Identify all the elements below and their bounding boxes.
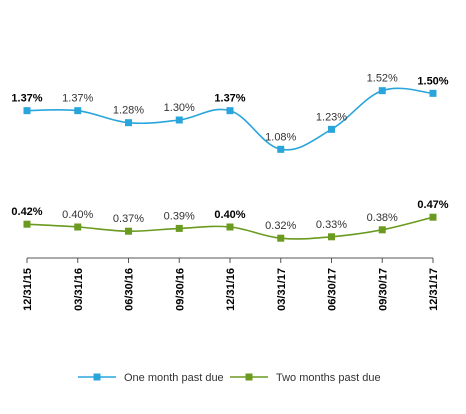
x-tick-label: 09/30/16 [174, 268, 186, 311]
legend-marker [245, 373, 253, 381]
data-point [74, 223, 82, 231]
data-label: 0.47% [417, 199, 448, 211]
data-label: 0.38% [367, 212, 398, 224]
legend: One month past due Two months past due [78, 372, 381, 384]
x-tick-label: 09/30/17 [377, 268, 389, 311]
data-label: 1.37% [214, 93, 245, 105]
x-tick-label: 06/30/16 [124, 268, 136, 311]
x-tick-label: 03/31/17 [276, 268, 288, 311]
series-two-months-past-due: 0.42% 0.40% 0.37% 0.39% 0.40% 0.32% 0.33% 0.38%… [11, 199, 449, 242]
data-point [277, 234, 285, 242]
data-label: 0.33% [316, 219, 347, 231]
data-point [125, 227, 132, 235]
data-label: 0.37% [113, 213, 144, 225]
data-label: 1.08% [265, 131, 296, 143]
data-label: 1.30% [164, 102, 195, 114]
data-point [277, 145, 285, 153]
data-point [125, 119, 132, 127]
data-point [429, 213, 437, 221]
data-label: 1.52% [367, 73, 398, 85]
data-label: 0.39% [164, 210, 195, 222]
x-tick-label: 06/30/17 [327, 268, 339, 311]
data-point [23, 220, 31, 228]
data-label: 1.37% [62, 93, 93, 105]
x-tick-label: 12/31/16 [225, 268, 237, 311]
data-point [175, 116, 183, 124]
data-label: 1.37% [11, 93, 42, 105]
x-tick-label: 12/31/17 [428, 268, 440, 311]
legend-label: One month past due [124, 372, 224, 384]
data-point [328, 125, 335, 133]
x-tick-label: 12/31/15 [22, 268, 34, 311]
data-label: 1.23% [316, 111, 347, 123]
data-point [226, 107, 234, 115]
data-label: 0.40% [62, 209, 93, 221]
x-tick-label: 03/31/16 [73, 268, 85, 311]
data-label: 0.42% [11, 206, 42, 218]
data-point [23, 107, 31, 115]
series-one-month-past-due: 1.37% 1.37% 1.28% 1.30% 1.37% 1.08% 1.23% 1.52%… [11, 73, 449, 153]
data-point [378, 226, 386, 234]
x-tick-labels: 12/31/15 03/31/16 06/30/16 09/30/16 12/31/16… [22, 268, 440, 311]
legend-label: Two months past due [276, 372, 381, 384]
data-point [74, 107, 82, 115]
data-label: 1.28% [113, 105, 144, 117]
data-point [378, 87, 386, 95]
data-label: 0.32% [265, 220, 296, 232]
data-point [328, 233, 335, 241]
data-point [429, 89, 437, 97]
legend-marker [93, 373, 101, 381]
data-point [175, 224, 183, 232]
data-label: 1.50% [417, 75, 448, 87]
data-label: 0.40% [214, 209, 245, 221]
x-axis [26, 257, 434, 263]
data-point [226, 223, 234, 231]
